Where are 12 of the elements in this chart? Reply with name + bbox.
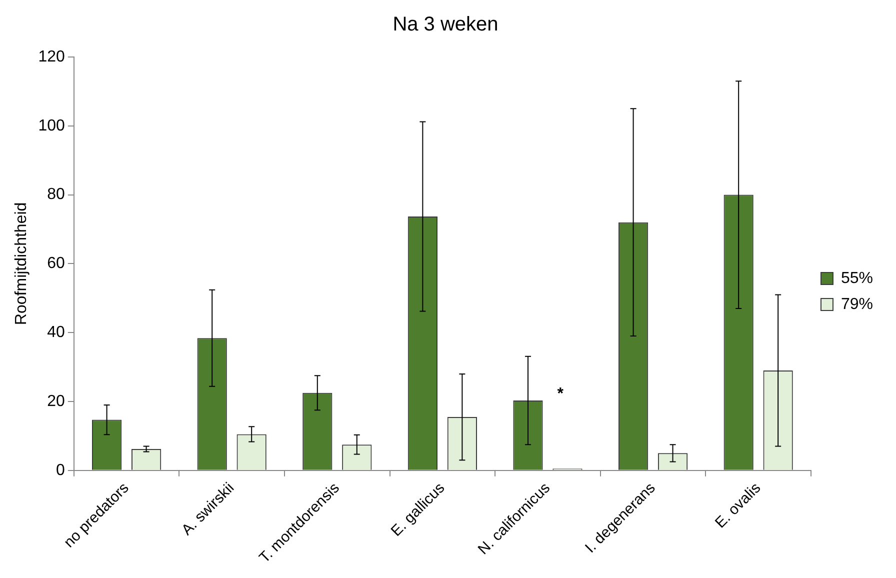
chart-title: Na 3 weken: [392, 14, 498, 36]
y-tick-label: 0: [56, 462, 65, 479]
y-tick-label: 80: [47, 186, 65, 204]
y-tick-label: 100: [38, 117, 65, 134]
annotation: *: [557, 385, 564, 402]
y-tick-label: 20: [47, 392, 65, 410]
y-tick-label: 40: [47, 324, 65, 342]
legend-label: 55%: [840, 270, 874, 287]
y-tick-label: 60: [47, 255, 65, 272]
y-axis-title: Roofmijtdichtheid: [13, 202, 30, 326]
y-tick-label: 120: [38, 48, 65, 66]
legend-label: 79%: [840, 296, 874, 313]
